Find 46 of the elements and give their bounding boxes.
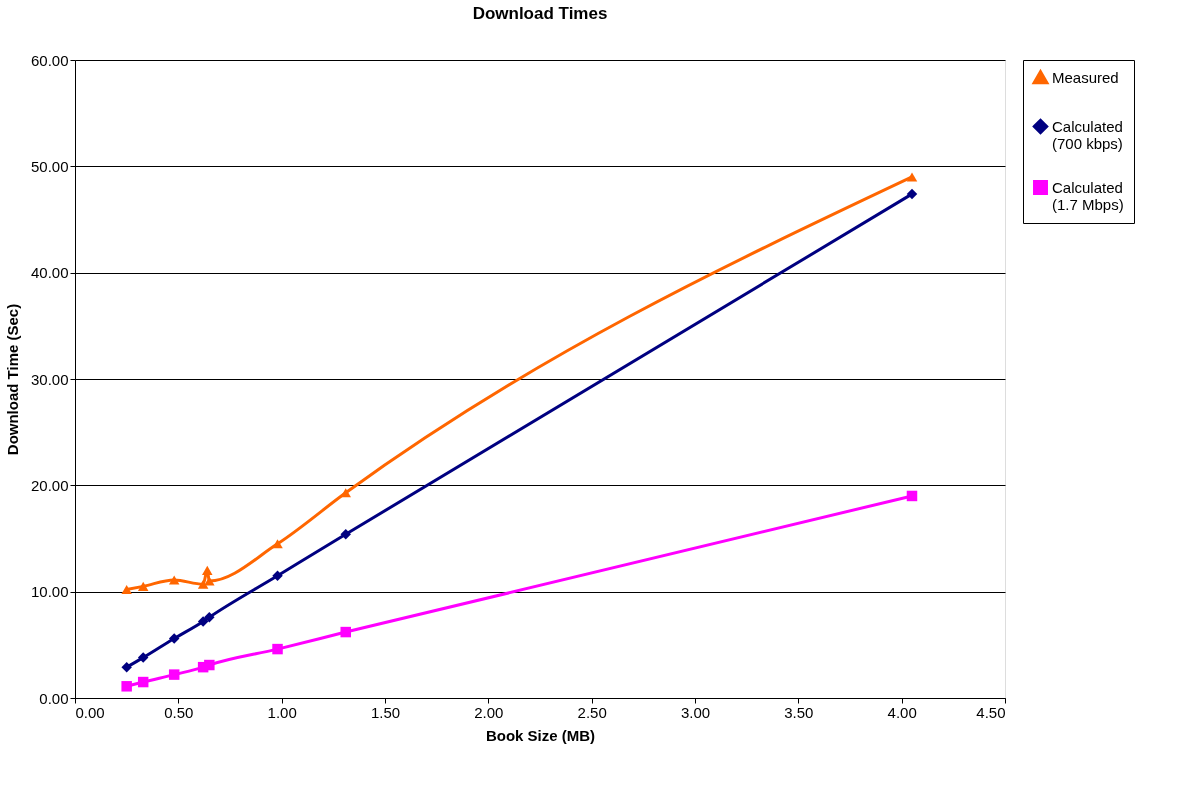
x-tick-label: 0.50 bbox=[164, 703, 194, 721]
point bbox=[121, 681, 132, 692]
point bbox=[137, 652, 149, 663]
point bbox=[137, 581, 149, 591]
point bbox=[340, 626, 351, 638]
point bbox=[906, 188, 918, 200]
y-tick-label: 60.00 bbox=[30, 51, 69, 69]
point bbox=[906, 490, 918, 502]
point bbox=[168, 669, 180, 680]
point bbox=[204, 576, 215, 586]
point bbox=[272, 643, 283, 655]
x-tick-label: 0.00 bbox=[75, 703, 105, 721]
point bbox=[272, 539, 283, 549]
y-tick-label: 40.00 bbox=[30, 264, 69, 282]
y-axis-title: Download Time (Sec) bbox=[3, 303, 21, 456]
x-tick-label: 2.50 bbox=[577, 703, 607, 721]
legend-label: Calculated (700 kbps) bbox=[1052, 117, 1123, 152]
y-tick-label: 10.00 bbox=[30, 583, 69, 601]
x-tick-label: 4.50 bbox=[976, 703, 1006, 721]
y-tick-label: 30.00 bbox=[30, 370, 69, 388]
y-tick-label: 50.00 bbox=[30, 157, 69, 175]
chart-title: Download Times bbox=[472, 4, 608, 23]
point bbox=[340, 529, 351, 540]
point bbox=[204, 659, 215, 671]
point bbox=[197, 616, 209, 627]
point bbox=[272, 570, 283, 581]
y-tick-label: 0.00 bbox=[39, 689, 69, 707]
x-tick-label: 3.50 bbox=[784, 703, 814, 721]
point bbox=[202, 565, 213, 575]
point bbox=[121, 585, 132, 595]
point bbox=[168, 633, 180, 644]
x-tick-label: 2.00 bbox=[474, 703, 504, 721]
point bbox=[137, 676, 149, 688]
x-tick-label: 1.50 bbox=[370, 703, 401, 721]
point bbox=[906, 172, 918, 182]
point bbox=[340, 488, 351, 498]
y-tick-label: 20.00 bbox=[30, 476, 69, 494]
point bbox=[121, 661, 132, 673]
x-tick-label: 3.00 bbox=[680, 703, 711, 721]
legend-label: Calculated (1.7 Mbps) bbox=[1052, 178, 1124, 213]
x-tick-label: 1.00 bbox=[267, 703, 297, 721]
point bbox=[168, 575, 180, 585]
point bbox=[204, 611, 215, 623]
legend-label: Measured bbox=[1052, 68, 1119, 86]
x-axis-title: Book Size (MB) bbox=[485, 726, 596, 744]
x-tick-label: 4.00 bbox=[887, 703, 917, 721]
